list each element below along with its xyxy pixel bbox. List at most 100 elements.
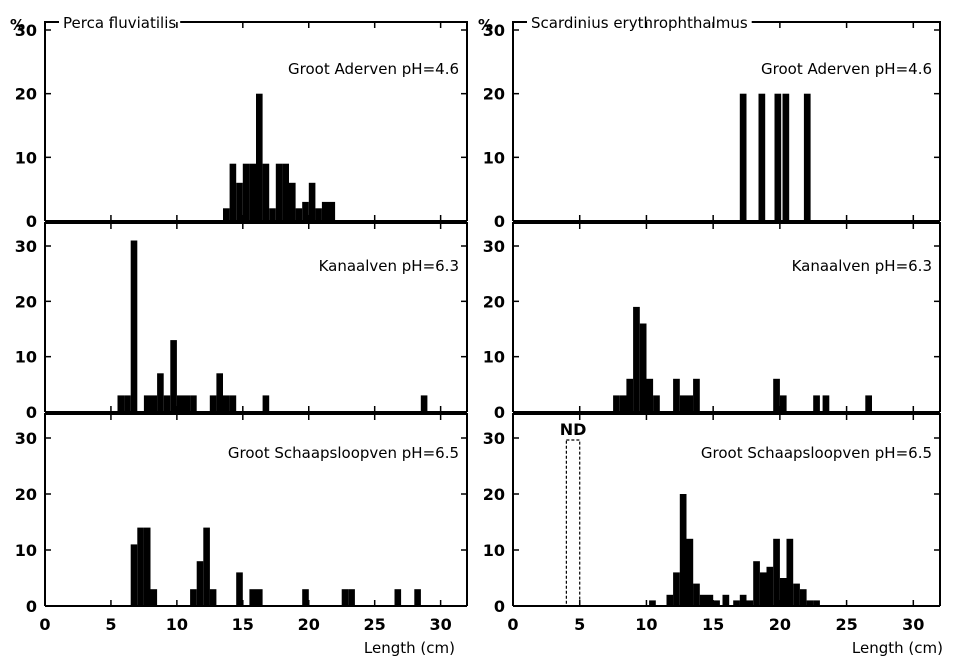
histogram-bar: [196, 561, 204, 606]
x-tick-label: 10: [166, 615, 188, 634]
histogram-bar: [774, 93, 782, 221]
y-tick-label: 0: [494, 597, 505, 616]
histogram-bar: [289, 182, 296, 221]
histogram-bar: [813, 395, 820, 412]
panel-label: Groot Schaapsloopven pH=6.5: [228, 444, 459, 462]
histogram-bar: [190, 395, 197, 412]
y-tick-label: 30: [483, 21, 505, 40]
histogram-bar: [302, 589, 309, 606]
histogram-bar: [143, 395, 151, 412]
histogram-bar: [209, 395, 217, 412]
histogram-bar: [773, 378, 780, 412]
histogram-bar: [753, 561, 760, 606]
histogram-bar: [223, 208, 230, 221]
histogram-bar: [693, 583, 700, 606]
y-tick-label: 0: [494, 403, 505, 422]
histogram-bar: [666, 594, 674, 606]
histogram-bar: [308, 182, 316, 221]
y-tick-label: 10: [15, 148, 37, 167]
y-tick-label: 20: [15, 292, 37, 311]
histogram-bar: [613, 395, 620, 412]
histogram-bar: [759, 572, 767, 606]
histogram-bar: [209, 589, 217, 606]
top-frame-line: [751, 21, 941, 221]
histogram-bar: [256, 93, 263, 221]
histogram-bar: [649, 600, 656, 606]
y-tick-label: 0: [26, 212, 37, 231]
histogram-bar: [242, 163, 250, 221]
histogram-bar: [739, 594, 747, 606]
panel-frame: [512, 222, 941, 412]
histogram-bar: [262, 163, 270, 221]
y-tick-label: 0: [494, 212, 505, 231]
histogram-bar: [813, 600, 820, 606]
histogram-bar: [143, 527, 151, 606]
y-axis-line: [512, 21, 527, 221]
histogram-panel-2: Scardinius erythrophthalmus% 0 10 20 30 Groot…: [478, 14, 941, 231]
histogram-panel-4: 0 10 20 30 Kanaalven pH=6.3: [483, 222, 941, 422]
y-tick-label: 10: [483, 348, 505, 367]
histogram-bar: [793, 583, 800, 606]
x-tick-label: 20: [769, 615, 791, 634]
histogram-bar: [679, 395, 687, 412]
histogram-bar: [282, 163, 289, 221]
histogram-bar: [157, 373, 164, 412]
histogram-bar: [414, 589, 421, 606]
histogram-bar: [633, 306, 640, 412]
histogram-bar: [822, 395, 830, 412]
y-tick-label: 0: [26, 597, 37, 616]
histogram-bar: [236, 572, 243, 606]
x-tick-label: 0: [507, 615, 518, 634]
panel-label: Kanaalven pH=6.3: [792, 257, 932, 275]
histogram-bar: [679, 494, 687, 606]
panel-frame: [512, 413, 941, 606]
species-title: Scardinius erythrophthalmus: [531, 14, 748, 32]
histogram-bar: [686, 395, 694, 412]
histogram-bar: [348, 589, 355, 606]
unit-label: %: [10, 16, 25, 34]
histogram-bar: [150, 395, 158, 412]
panel-label: Groot Schaapsloopven pH=6.5: [701, 444, 932, 462]
histogram-bar: [693, 378, 700, 412]
y-tick-label: 20: [483, 485, 505, 504]
histogram-bar: [170, 340, 177, 412]
y-tick-label: 20: [15, 485, 37, 504]
histogram-bar: [302, 201, 309, 221]
histogram-bar: [653, 395, 660, 412]
unit-label: %: [478, 16, 493, 34]
x-tick-label: 5: [574, 615, 585, 634]
histogram-bar: [782, 93, 790, 221]
panel-label: Groot Aderven pH=4.6: [761, 60, 932, 78]
histogram-bar: [673, 572, 680, 606]
histogram-bar: [183, 395, 191, 412]
y-axis-line: [44, 21, 59, 221]
histogram-bar: [216, 373, 223, 412]
histogram-bar: [779, 395, 787, 412]
x-tick-label: 15: [232, 615, 254, 634]
x-tick-label: 0: [39, 615, 50, 634]
histogram-bar: [786, 538, 794, 606]
x-axis-label: Length (cm): [364, 639, 455, 657]
x-tick-label: 10: [635, 615, 657, 634]
histogram-bar: [262, 395, 270, 412]
x-tick-label: 25: [364, 615, 386, 634]
x-tick-label: 5: [105, 615, 116, 634]
histogram-bar: [722, 594, 730, 606]
histogram-bar: [328, 201, 336, 221]
y-tick-label: 10: [15, 541, 37, 560]
panel-label: Groot Aderven pH=4.6: [288, 60, 459, 78]
histogram-bar: [137, 527, 144, 606]
histogram-bar: [619, 395, 627, 412]
histogram-bar: [758, 93, 766, 221]
y-tick-label: 30: [15, 237, 37, 256]
histogram-bar: [321, 201, 329, 221]
histogram-bar: [236, 182, 243, 221]
histogram-bar: [249, 589, 256, 606]
histogram-bar: [203, 527, 210, 606]
nd-box: [565, 439, 581, 607]
y-tick-label: 30: [15, 21, 37, 40]
x-tick-label: 30: [429, 615, 451, 634]
histogram-bar: [706, 594, 714, 606]
y-tick-label: 0: [26, 403, 37, 422]
